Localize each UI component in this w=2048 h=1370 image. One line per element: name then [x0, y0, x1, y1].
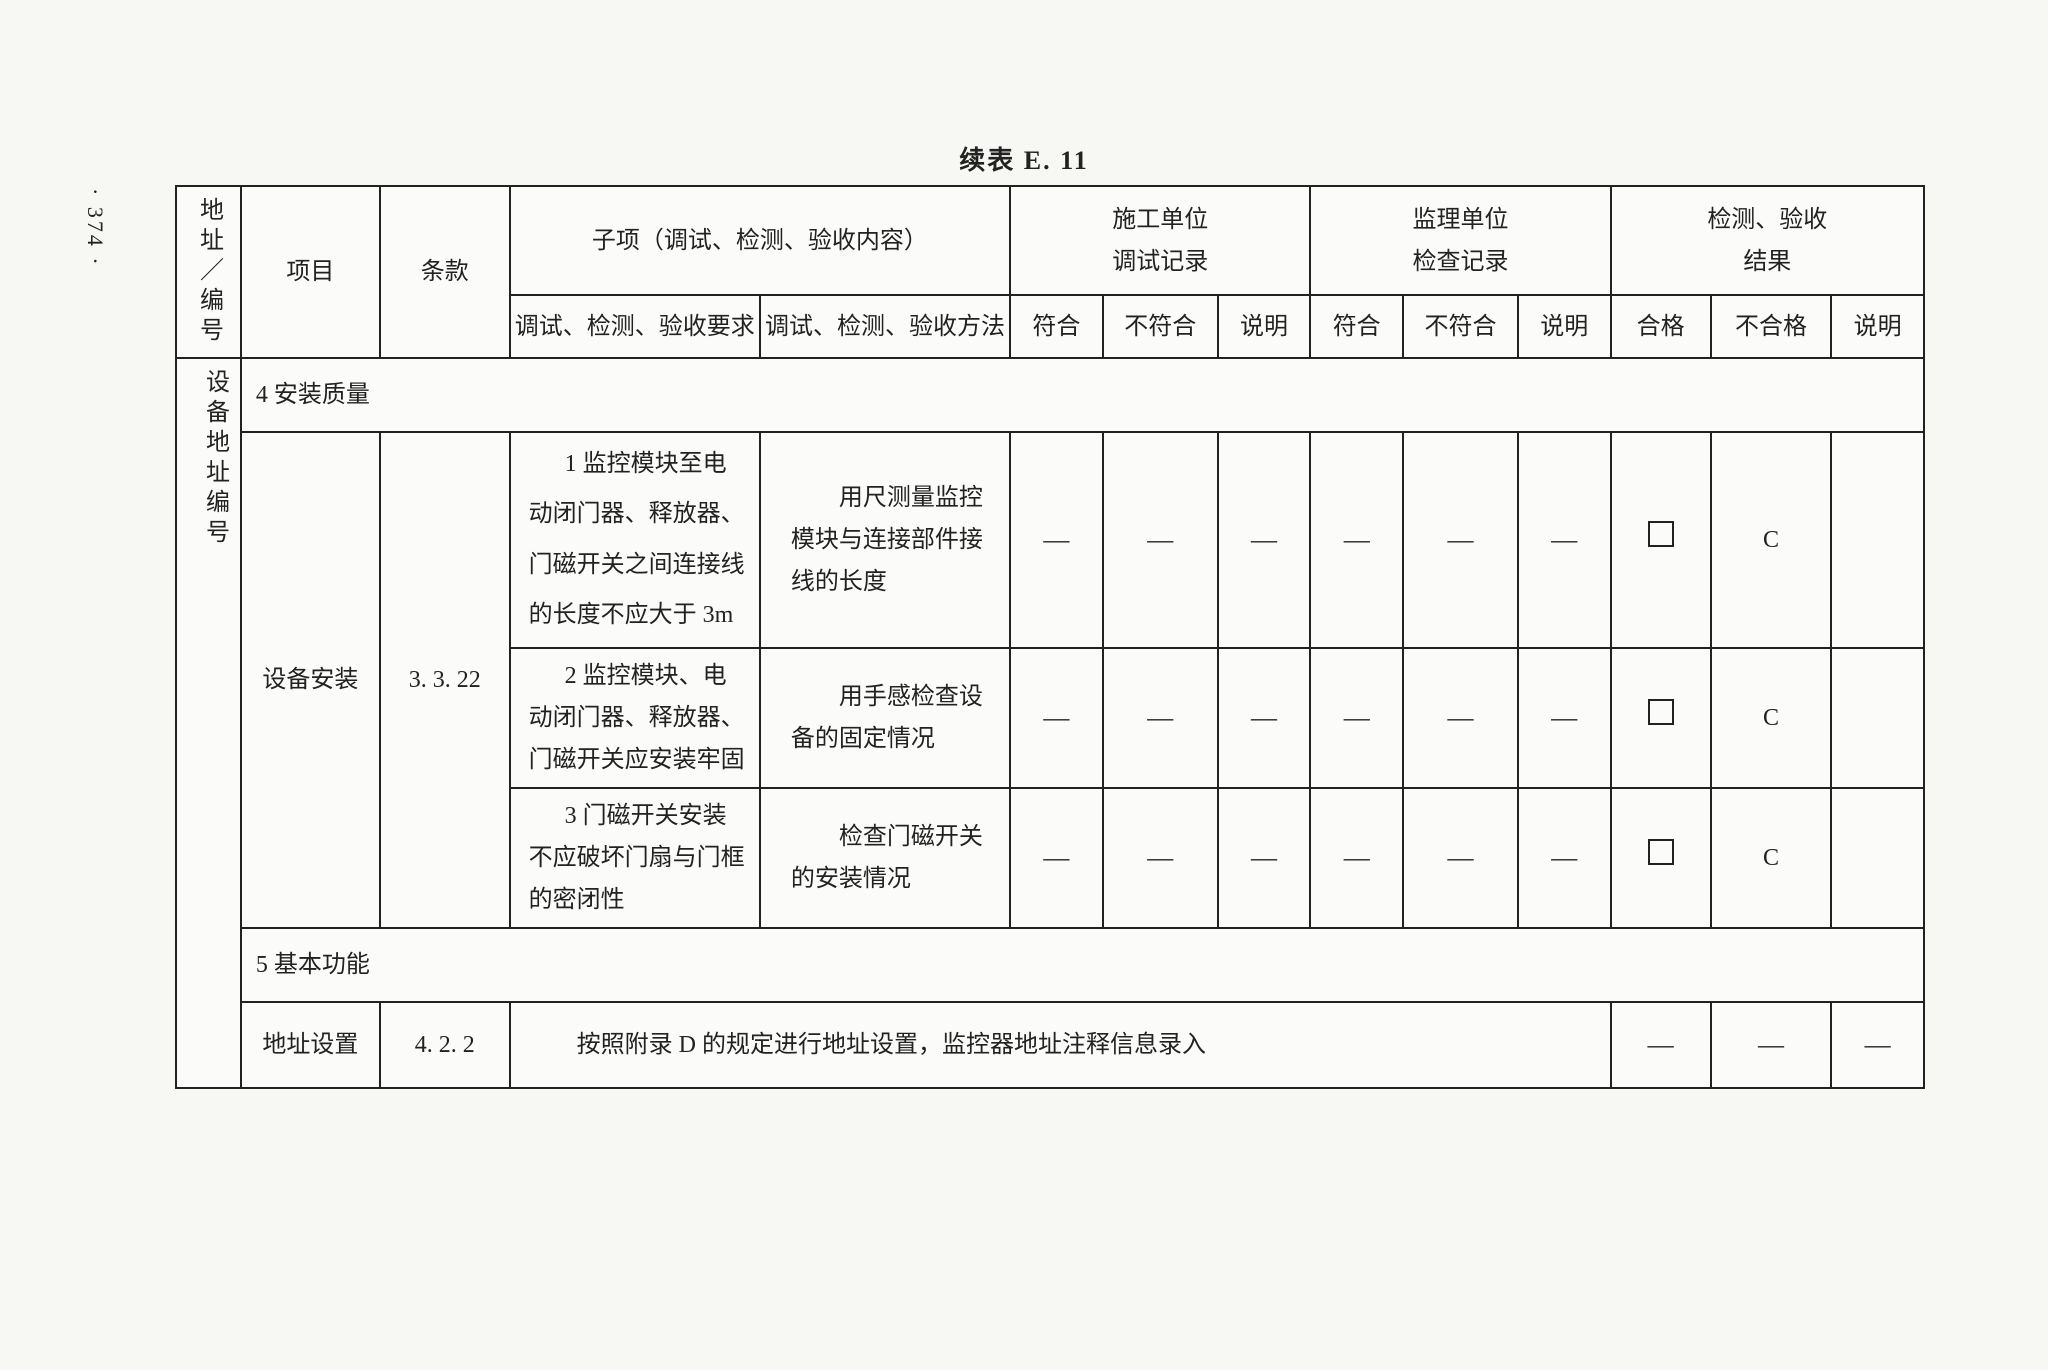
checkbox-icon	[1648, 699, 1674, 725]
table-container: 地址／编号 项目 条款 子项（调试、检测、验收内容） 施工单位 调试记录 监理单…	[175, 185, 1925, 1089]
r2-fail: C	[1711, 648, 1831, 788]
r1-pass	[1611, 432, 1711, 648]
b2-text: 按照附录 D 的规定进行地址设置，监控器地址注释信息录入	[510, 1002, 1611, 1088]
r3-c6: —	[1518, 788, 1611, 928]
r3-c5: —	[1403, 788, 1518, 928]
r3-c3: —	[1218, 788, 1311, 928]
r1-note	[1831, 432, 1924, 648]
clause-cell: 3. 3. 22	[380, 432, 510, 928]
b2-project: 地址设置	[241, 1002, 380, 1088]
r3-c1: —	[1010, 788, 1103, 928]
header-method: 调试、检测、验收方法	[760, 295, 1010, 358]
method-1: 用尺测量监控模块与连接部件接线的长度	[760, 432, 1010, 648]
b2-note: —	[1831, 1002, 1924, 1088]
header-subitem-group: 子项（调试、检测、验收内容）	[510, 186, 1010, 295]
checkbox-icon	[1648, 839, 1674, 865]
inspection-table: 地址／编号 项目 条款 子项（调试、检测、验收内容） 施工单位 调试记录 监理单…	[175, 185, 1925, 1089]
header-conform-1: 符合	[1010, 295, 1103, 358]
r2-c3: —	[1218, 648, 1311, 788]
section-5-title: 5 基本功能	[241, 928, 1924, 1002]
r1-fail: C	[1711, 432, 1831, 648]
table-title: 续表 E. 11	[0, 140, 2048, 177]
header-nonconform-1: 不符合	[1103, 295, 1218, 358]
method-2: 用手感检查设备的固定情况	[760, 648, 1010, 788]
header-address-id: 地址／编号	[176, 186, 241, 358]
header-fail: 不合格	[1711, 295, 1831, 358]
b2-fail: —	[1711, 1002, 1831, 1088]
header-construction-group: 施工单位 调试记录	[1010, 186, 1310, 295]
r1-c5: —	[1403, 432, 1518, 648]
r2-c2: —	[1103, 648, 1218, 788]
r2-c5: —	[1403, 648, 1518, 788]
r2-pass	[1611, 648, 1711, 788]
header-requirement: 调试、检测、验收要求	[510, 295, 760, 358]
req-2: 2 监控模块、电动闭门器、释放器、门磁开关应安装牢固	[510, 648, 760, 788]
r3-c4: —	[1310, 788, 1403, 928]
project-cell: 设备安装	[241, 432, 380, 928]
header-pass: 合格	[1611, 295, 1711, 358]
page-number-value: 374	[83, 207, 108, 249]
r3-fail: C	[1711, 788, 1831, 928]
r3-pass	[1611, 788, 1711, 928]
r2-c4: —	[1310, 648, 1403, 788]
r3-note	[1831, 788, 1924, 928]
r1-c2: —	[1103, 432, 1218, 648]
section-4-title: 4 安装质量	[241, 358, 1924, 432]
method-3: 检查门磁开关的安装情况	[760, 788, 1010, 928]
r1-c1: —	[1010, 432, 1103, 648]
header-nonconform-2: 不符合	[1403, 295, 1518, 358]
header-project: 项目	[241, 186, 380, 358]
r1-c4: —	[1310, 432, 1403, 648]
header-note-2: 说明	[1518, 295, 1611, 358]
r2-c6: —	[1518, 648, 1611, 788]
checkbox-icon	[1648, 521, 1674, 547]
r2-note	[1831, 648, 1924, 788]
req-3: 3 门磁开关安装不应破坏门扇与门框的密闭性	[510, 788, 760, 928]
r3-c2: —	[1103, 788, 1218, 928]
page-number: · 374 ·	[82, 188, 108, 268]
header-clause: 条款	[380, 186, 510, 358]
b2-clause: 4. 2. 2	[380, 1002, 510, 1088]
r1-c6: —	[1518, 432, 1611, 648]
header-supervision-group: 监理单位 检查记录	[1310, 186, 1610, 295]
header-note-3: 说明	[1831, 295, 1924, 358]
r2-c1: —	[1010, 648, 1103, 788]
r1-c3: —	[1218, 432, 1311, 648]
header-conform-2: 符合	[1310, 295, 1403, 358]
side-label: 设备地址编号	[176, 358, 241, 1088]
req-1: 1 监控模块至电动闭门器、释放器、门磁开关之间连接线的长度不应大于 3m	[510, 432, 760, 648]
header-note-1: 说明	[1218, 295, 1311, 358]
header-result-group: 检测、验收 结果	[1611, 186, 1924, 295]
b2-pass: —	[1611, 1002, 1711, 1088]
